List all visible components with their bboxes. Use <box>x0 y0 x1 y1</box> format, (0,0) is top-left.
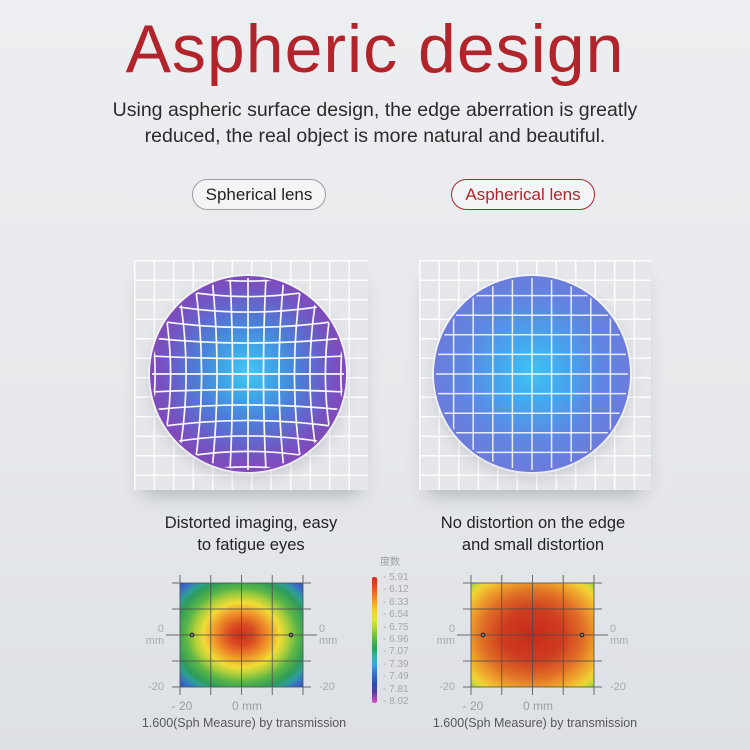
legend-tick: - 5.91 <box>383 572 409 583</box>
aspherical-caption-line-2: and small distortion <box>461 536 605 554</box>
right-heatmap-caption: 1.600(Sph Measure) by transmission <box>432 716 638 730</box>
legend-tick: - 8.02 <box>383 695 409 707</box>
left-heatmap-x-zero: 0 mm <box>232 699 262 713</box>
aspherical-caption: No distortion on the edge and small dist… <box>409 512 657 556</box>
spherical-caption-line-2: to fatigue eyes <box>197 536 305 554</box>
straight-grid-overlay <box>436 278 628 470</box>
left-heatmap-x-neg20: - 20 <box>171 699 193 713</box>
right-heatmap-neg20-right: -20 <box>610 681 626 693</box>
right-heatmap-x-zero: 0 mm <box>523 699 553 713</box>
aspherical-lens-badge: Aspherical lens <box>451 179 595 210</box>
legend-tick: - 6.96 <box>383 633 409 645</box>
spherical-lens-badge: Spherical lens <box>192 179 326 210</box>
legend-tick: - 6.33 <box>383 596 409 608</box>
legend-tick: - 7.81 <box>383 683 409 695</box>
distorted-grid-overlay <box>152 278 344 470</box>
left-heatmap-y-zero-label: 0 mm <box>145 623 164 647</box>
right-heatmap-neg20-left: -20 <box>439 681 455 693</box>
spherical-heatmap-axes <box>166 575 317 695</box>
legend-tick: - 7.07 <box>383 646 409 658</box>
legend-colorbar <box>372 577 377 703</box>
aspherical-heatmap-axes <box>457 575 608 695</box>
legend-tick: - 7.49 <box>383 671 409 683</box>
subtitle-line-2: reduced, the real object is more natural… <box>144 125 606 147</box>
page-title: Aspheric design <box>125 11 625 87</box>
left-heatmap-y-zero-label-right: 0 mm <box>319 623 338 647</box>
spherical-caption: Distorted imaging, easy to fatigue eyes <box>134 512 368 556</box>
aspherical-lens-circle <box>434 276 630 472</box>
legend-tick-labels: - 5.91- 6.12- 6.33- 6.54- 6.75- 6.96- 7.… <box>383 572 435 708</box>
legend-tick: - 7.39 <box>383 658 409 670</box>
right-heatmap-y-zero-label-right: 0 mm <box>610 623 629 647</box>
left-heatmap-caption: 1.600(Sph Measure) by transmission <box>141 716 347 730</box>
right-heatmap-x-neg20: - 20 <box>462 699 484 713</box>
legend-tick: - 6.12 <box>383 584 409 596</box>
left-heatmap-neg20-left: -20 <box>148 681 164 693</box>
aspherical-caption-line-1: No distortion on the edge <box>440 514 626 532</box>
spherical-caption-line-1: Distorted imaging, easy <box>164 514 338 532</box>
left-heatmap-neg20-right: -20 <box>319 681 335 693</box>
legend-tick: - 6.54 <box>383 609 409 621</box>
subtitle-line-1: Using aspheric surface design, the edge … <box>112 99 638 121</box>
legend-tick: - 6.75 <box>383 621 409 633</box>
legend-title: 度数 <box>380 557 400 568</box>
spherical-lens-circle <box>150 276 346 472</box>
right-heatmap-y-zero-label: 0 mm <box>436 623 455 647</box>
